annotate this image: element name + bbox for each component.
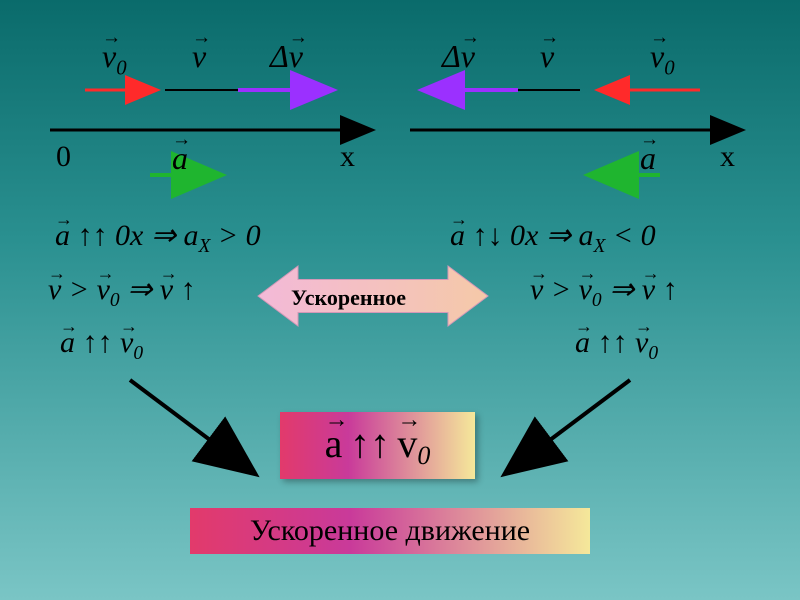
formula-left-0: a ↑↑ 0x ⇒ aX > 0 <box>55 218 261 258</box>
vec-label-left-2: Δv <box>270 38 303 75</box>
formula-right-2: a ↑↑ v0 <box>575 326 658 365</box>
axis-zero-left: 0 <box>56 140 71 174</box>
formula-right-1: v > v0 ⇒ v ↑ <box>530 272 678 312</box>
result-formula-box: a ↑↑ v0 <box>280 412 475 479</box>
formula-left-1: v > v0 ⇒ v ↑ <box>48 272 196 312</box>
vec-label-right-0: Δv <box>442 38 475 75</box>
vec-label-right-2: v0 <box>650 38 675 80</box>
bottom-title-box: Ускоренное движение <box>190 508 590 554</box>
accel-label-left: a <box>172 140 188 177</box>
formula-left-2: a ↑↑ v0 <box>60 326 143 365</box>
vec-label-left-1: v <box>192 38 206 75</box>
accel-label-right: a <box>640 140 656 177</box>
axis-x-left: x <box>340 140 355 174</box>
vec-label-right-1: v <box>540 38 554 75</box>
center-arrow-label: Ускоренное <box>291 285 406 311</box>
axis-x-right: x <box>720 140 735 174</box>
vec-label-left-0: v0 <box>102 38 127 80</box>
formula-right-0: a ↑↓ 0x ⇒ aX < 0 <box>450 218 656 258</box>
